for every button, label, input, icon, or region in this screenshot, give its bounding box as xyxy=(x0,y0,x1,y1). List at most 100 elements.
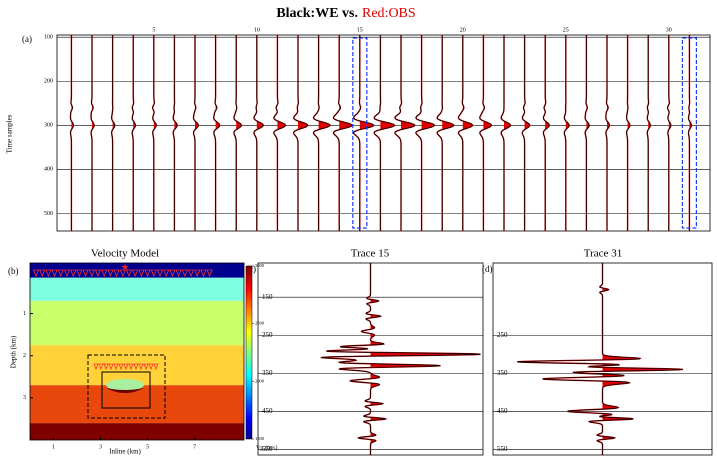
x-axis-label: Inline (km) xyxy=(109,448,141,456)
wiggle-obs xyxy=(625,35,631,231)
receiver xyxy=(82,269,89,278)
wiggle-obs xyxy=(172,35,178,231)
y-tick-label: 150 xyxy=(262,293,273,301)
receiver xyxy=(76,269,83,278)
receiver xyxy=(32,269,40,278)
receiver xyxy=(101,269,108,278)
y-tick-label: 500 xyxy=(44,211,53,217)
wiggle-we xyxy=(517,263,683,455)
wiggle-fill xyxy=(504,35,511,231)
y-tick-label: 450 xyxy=(262,407,273,415)
wiggle-fill xyxy=(524,35,530,231)
highlight-box xyxy=(352,37,368,229)
receiver xyxy=(118,363,124,371)
receiver xyxy=(45,269,52,278)
x-tick-label: 10 xyxy=(254,27,260,33)
wiggle-obs xyxy=(542,35,550,231)
wiggle-obs xyxy=(687,35,693,231)
colorbar-label: Vp (m/s) xyxy=(256,444,278,451)
wiggle-fill xyxy=(401,35,415,231)
wiggle-obs xyxy=(352,35,375,231)
wiggle-we xyxy=(500,35,511,231)
x-tick-label: 5 xyxy=(152,27,155,33)
wiggle-we xyxy=(688,35,692,231)
wiggle-we xyxy=(626,35,631,231)
receiver xyxy=(70,269,77,278)
receiver xyxy=(108,363,114,371)
colorbar-tick-label: 3000 xyxy=(255,263,265,268)
wiggle-fill xyxy=(256,35,264,231)
receiver xyxy=(63,269,71,278)
receiver xyxy=(39,269,46,278)
wiggle-fill xyxy=(442,35,454,231)
y-axis-label: Depth (km) xyxy=(10,335,18,368)
receiver xyxy=(148,363,154,371)
x-tick-label: 1 xyxy=(52,444,55,450)
wiggle-fill xyxy=(602,263,683,455)
receiver xyxy=(98,363,104,371)
wiggle-we xyxy=(213,35,220,231)
colorbar xyxy=(245,265,253,440)
receiver xyxy=(93,363,99,371)
y-tick-label: 3 xyxy=(23,395,26,401)
wiggle-we xyxy=(584,35,590,231)
wiggle-obs xyxy=(253,35,264,231)
plot-frame xyxy=(257,262,484,456)
receiver xyxy=(144,269,151,278)
wiggle-we xyxy=(646,35,651,231)
wiggle-obs xyxy=(415,35,436,231)
anomaly-base xyxy=(106,388,144,393)
receiver xyxy=(138,269,145,278)
x-tick-label: 30 xyxy=(666,27,672,33)
receiver xyxy=(150,269,157,278)
wiggle-we xyxy=(458,35,473,231)
y-tick-label: 300 xyxy=(44,123,53,129)
velocity-layer xyxy=(30,300,244,346)
wiggle-fill xyxy=(236,35,242,231)
wiggle-obs xyxy=(312,35,331,231)
plot-frame xyxy=(492,262,713,456)
receiver xyxy=(156,269,164,278)
wiggle-fill xyxy=(380,35,395,231)
receiver xyxy=(187,269,195,278)
receiver xyxy=(169,269,176,278)
wiggle-obs xyxy=(373,35,396,231)
velocity-layer xyxy=(30,385,244,424)
wiggle-we xyxy=(436,35,454,231)
wiggle-obs xyxy=(213,35,221,231)
wiggle-we xyxy=(394,35,416,231)
receiver xyxy=(113,363,119,371)
wiggle-obs xyxy=(521,35,531,231)
anomaly xyxy=(106,379,144,391)
wiggle-we xyxy=(152,35,157,231)
dashed-box xyxy=(87,354,166,419)
y-axis-label: Time samples xyxy=(6,114,14,153)
wiggle-we xyxy=(273,35,286,231)
title-black: Black:WE vs. xyxy=(276,6,358,21)
receiver xyxy=(128,363,134,371)
receiver xyxy=(113,269,120,278)
receiver xyxy=(181,269,188,278)
receiver xyxy=(175,269,182,278)
wiggle-fill xyxy=(318,35,330,231)
wiggle-obs xyxy=(563,35,570,231)
receiver xyxy=(57,269,64,278)
receiver xyxy=(123,363,129,371)
x-tick-label: 20 xyxy=(460,27,466,33)
wiggle-fill xyxy=(370,263,481,455)
panel-label: (a) xyxy=(22,34,32,44)
wiggle-fill xyxy=(421,35,435,231)
y-tick-label: 550 xyxy=(262,445,273,453)
solid-box xyxy=(101,371,151,409)
wiggle-we xyxy=(563,35,570,231)
wiggle-we xyxy=(90,35,95,231)
receiver xyxy=(51,269,58,278)
wiggle-we xyxy=(353,35,374,231)
wiggle-obs xyxy=(192,35,199,231)
receiver xyxy=(194,269,201,278)
wiggle-we xyxy=(415,35,435,231)
y-tick-label: 200 xyxy=(44,79,53,85)
receiver xyxy=(163,269,170,278)
receiver xyxy=(138,363,144,371)
receiver xyxy=(132,269,139,278)
